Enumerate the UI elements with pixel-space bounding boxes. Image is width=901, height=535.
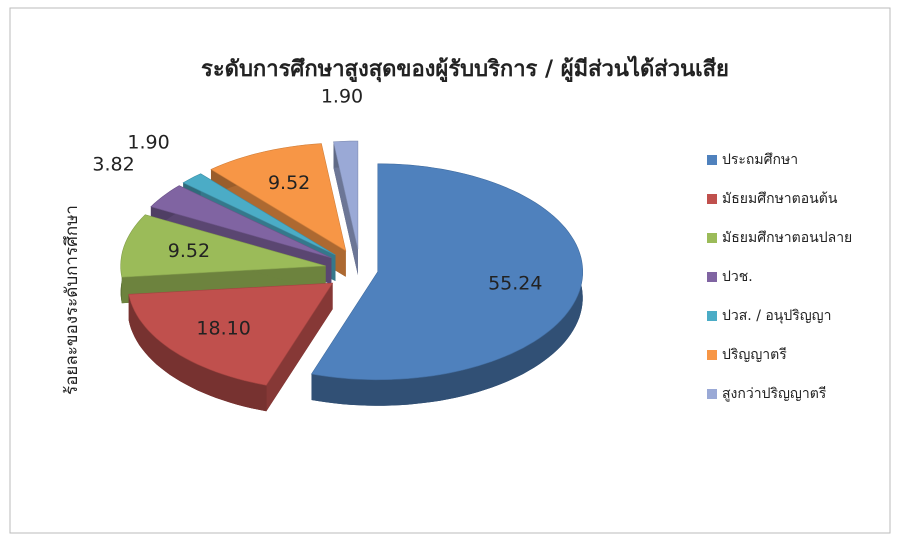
slice [333, 140, 359, 250]
legend: ประถมศึกษามัธยมศึกษาตอนต้นมัธยมศึกษาตอนป… [707, 152, 852, 402]
legend-swatch [707, 389, 717, 399]
slice [120, 214, 326, 278]
chart-title: ระดับการศึกษาสูงสุดของผู้รับบริการ / ผู้… [201, 55, 729, 83]
legend-text: สูงกว่าปริญญาตรี [722, 386, 827, 402]
slice [128, 282, 334, 386]
legend-text: ปริญญาตรี [722, 347, 787, 363]
legend-text: ปวช. [722, 269, 753, 285]
data-label: 1.90 [321, 85, 363, 107]
legend-swatch [707, 194, 717, 204]
slice [310, 163, 583, 381]
legend-swatch [707, 155, 717, 165]
legend-swatch [707, 272, 717, 282]
slice [182, 173, 336, 256]
legend-text: ประถมศึกษา [722, 152, 798, 168]
data-label: 55.24 [488, 272, 542, 294]
legend-swatch [707, 233, 717, 243]
data-label: 18.10 [196, 317, 250, 339]
slice-wall [333, 141, 358, 276]
legend-text: มัธยมศึกษาตอนปลาย [722, 230, 852, 246]
slice-rim [128, 294, 267, 412]
slice-wall [266, 283, 333, 412]
slice [150, 185, 332, 259]
data-label: 3.82 [92, 154, 134, 176]
y-axis-label: ร้อยละของระดับการศึกษา [62, 205, 82, 395]
slice [210, 143, 347, 252]
legend-swatch [707, 350, 717, 360]
data-label: 1.90 [127, 131, 169, 153]
legend-swatch [707, 311, 717, 321]
data-label: 9.52 [168, 240, 210, 262]
data-label: 9.52 [268, 172, 310, 194]
slice-rim [311, 163, 583, 406]
legend-text: มัธยมศึกษาตอนต้น [722, 191, 838, 207]
legend-text: ปวส. / อนุปริญญา [722, 308, 831, 324]
